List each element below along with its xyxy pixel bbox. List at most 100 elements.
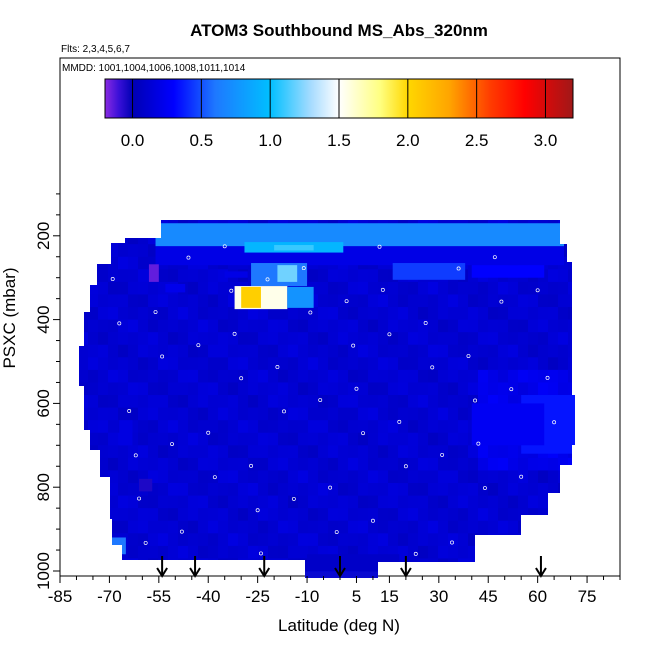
heatmap-cell [168,294,179,308]
heatmap-cell [108,470,119,484]
heatmap-cell [568,508,575,522]
heatmap-cell [428,395,439,409]
heatmap-cell [368,307,379,321]
heatmap-cell [558,369,569,383]
heatmap-cell [568,495,575,509]
heatmap-cell [558,294,569,308]
heatmap-cell [488,545,499,559]
heatmap-region [109,537,126,555]
heatmap-cell [238,470,249,484]
heatmap-cell [488,319,499,333]
heatmap-cell [528,483,539,497]
heatmap-cell [238,533,249,547]
heatmap-cell [508,369,519,383]
heatmap-cell [498,307,509,321]
heatmap-cell [128,395,139,409]
heatmap-cell [498,281,509,295]
heatmap-cell [118,231,129,245]
heatmap-cell [368,281,379,295]
sample-point [206,430,211,435]
heatmap-cell [388,307,399,321]
heatmap-cell [328,344,339,358]
heatmap-cell [168,470,179,484]
colorbar-tick-label: 1.0 [258,131,282,150]
heatmap-cell [158,495,169,509]
heatmap-cell [368,420,379,434]
heatmap-cell [118,319,129,333]
heatmap-cell [298,420,309,434]
heatmap-cell [148,470,159,484]
heatmap-cell [248,344,259,358]
heatmap-cell [88,457,99,471]
heatmap-cell [568,281,575,295]
heatmap-cell [438,495,449,509]
sample-point [133,453,138,458]
heatmap-cell [288,420,299,434]
heatmap-cell [148,533,159,547]
heatmap-cell [498,344,509,358]
heatmap-cell [218,269,229,283]
heatmap-cell [138,244,149,258]
heatmap-cell [238,307,249,321]
heatmap-cell [108,332,119,346]
heatmap-cell [538,495,549,509]
heatmap-cell [178,294,189,308]
heatmap-cell [128,307,139,321]
heatmap-cell [98,382,109,396]
heatmap-cell [318,269,329,283]
heatmap-cell [408,520,419,534]
heatmap-cell [468,382,479,396]
heatmap-cell [288,483,299,497]
heatmap-cell [178,319,189,333]
heatmap-cell [278,319,289,333]
heatmap-cell [408,533,419,547]
heatmap-cell [358,470,369,484]
heatmap-cell [268,307,279,321]
heatmap-cell [368,332,379,346]
heatmap-cell [368,395,379,409]
heatmap-cell [98,357,109,371]
heatmap-cell [468,533,479,547]
heatmap-cell [498,357,509,371]
heatmap-cell [278,508,289,522]
heatmap-cell [498,395,509,409]
heatmap-cell [418,495,429,509]
heatmap-cell [358,307,369,321]
heatmap-cell [348,483,359,497]
heatmap-cell [278,495,289,509]
heatmap-cell [258,395,269,409]
heatmap-cell [268,382,279,396]
heatmap-cell [238,344,249,358]
heatmap-cell [388,357,399,371]
sample-point [450,540,454,545]
heatmap-cell [79,382,89,396]
heatmap-cell [128,520,139,534]
heatmap-cell [488,357,499,371]
heatmap-cell [358,369,369,383]
heatmap-cell [118,307,129,321]
heatmap-cell [348,457,359,471]
heatmap-cell [79,281,89,295]
heatmap-cell [178,533,189,547]
heatmap-cell [158,344,169,358]
heatmap-cell [398,558,409,572]
heatmap-cell [378,420,389,434]
heatmap-cell [338,457,349,471]
heatmap-cell [568,470,575,484]
heatmap-cell [118,520,129,534]
sample-point [110,277,115,281]
heatmap-cell [408,294,419,308]
heatmap-cell [248,332,259,346]
heatmap-cell [318,281,329,295]
heatmap-cell [388,495,399,509]
heatmap-cell [368,445,379,459]
flights-label: Flts: 2,3,4,5,6,7 [61,44,130,55]
heatmap-cell [198,319,209,333]
heatmap-cell [228,483,239,497]
sample-point [265,277,270,282]
heatmap-cell [178,470,189,484]
heatmap-cell [438,332,449,346]
heatmap-cell [278,357,289,371]
heatmap-cell [398,545,409,559]
heatmap-cell [448,344,459,358]
